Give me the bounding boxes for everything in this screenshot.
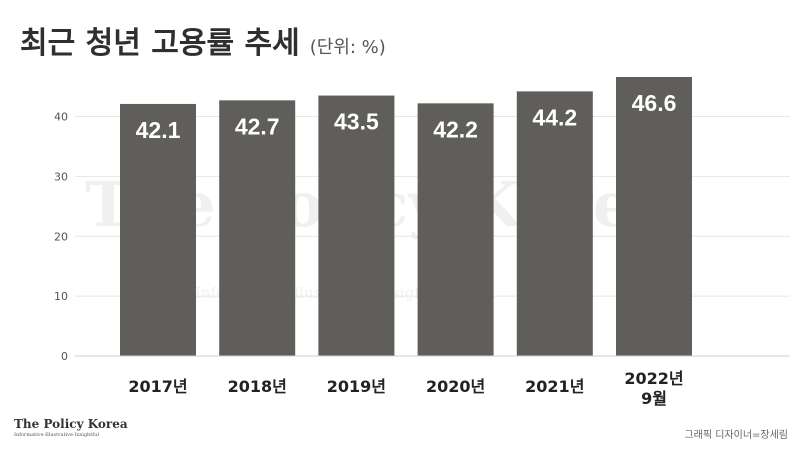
bar-value-label: 44.2: [532, 104, 577, 130]
bar: [219, 100, 296, 356]
logo-tagline: Informative·Illustrative·Insightful: [14, 432, 99, 438]
x-category-label: 2020년: [426, 377, 485, 396]
y-tick-label: 10: [54, 290, 68, 303]
y-tick-label: 40: [54, 111, 68, 124]
y-tick-label: 0: [61, 350, 68, 363]
x-category-label: 2022년 9월: [624, 369, 683, 408]
unit-note: (단위: %): [309, 37, 386, 58]
y-tick-label: 20: [54, 230, 68, 243]
bar-value-label: 42.7: [235, 113, 280, 139]
logo-name: The Policy Korea: [14, 417, 128, 431]
bar: [616, 77, 692, 356]
x-category-label: 2017년: [128, 377, 187, 396]
bar-value-label: 42.1: [136, 117, 181, 143]
bar-value-label: 43.5: [334, 109, 379, 135]
designer-credit: 그래픽 디자이너=장세림: [684, 430, 788, 441]
y-tick-label: 30: [54, 170, 68, 183]
bar-value-label: 42.2: [433, 116, 478, 142]
x-category-label: 2021년: [525, 377, 584, 396]
bar: [516, 91, 593, 356]
brand-logo: The Policy Korea Informative·Illustrativ…: [14, 417, 128, 438]
bar-value-label: 46.6: [632, 90, 677, 116]
chart-title: 최근 청년 고용률 추세: [20, 26, 300, 61]
title-block: 최근 청년 고용률 추세 (단위: %): [20, 18, 386, 62]
bar: [318, 95, 395, 356]
x-category-label: 2019년: [327, 377, 386, 396]
bar: [120, 103, 196, 356]
bar: [417, 103, 494, 356]
x-category-label: 2018년: [228, 377, 287, 396]
